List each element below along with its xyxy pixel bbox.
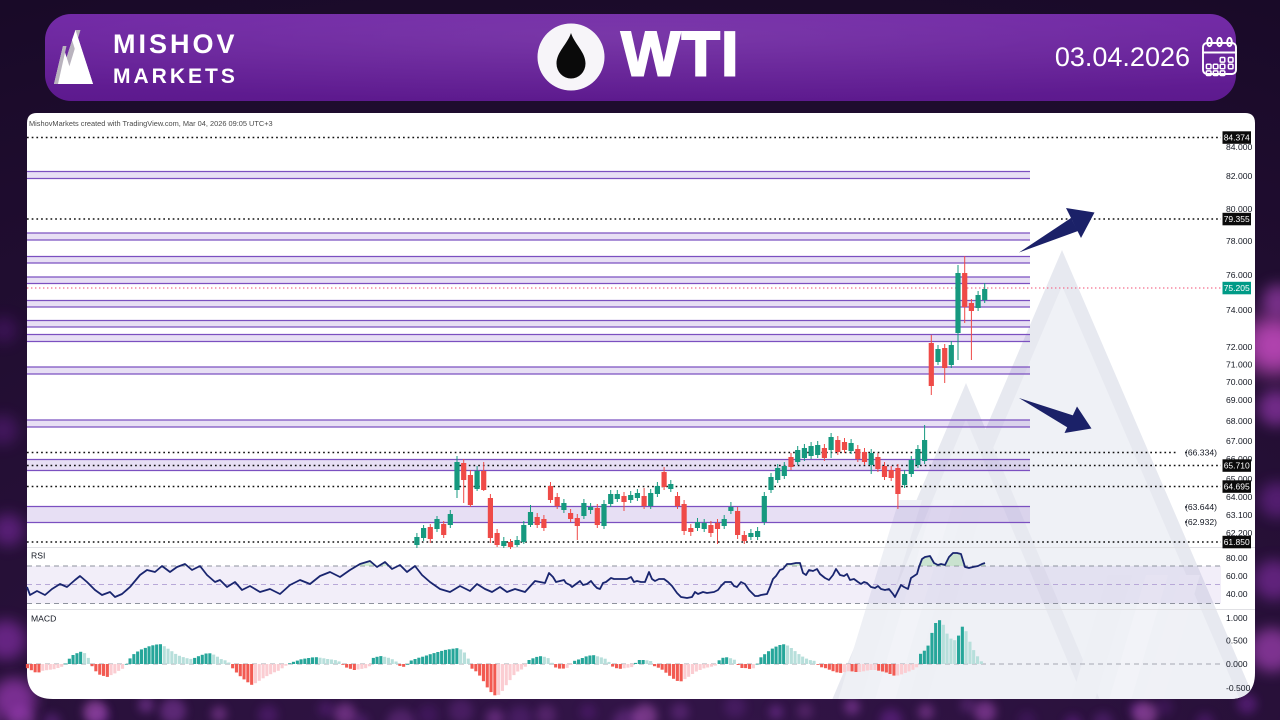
- svg-text:65.710: 65.710: [1224, 461, 1250, 471]
- svg-text:0.500: 0.500: [1226, 636, 1248, 646]
- svg-text:0.000: 0.000: [1226, 659, 1248, 669]
- svg-text:-0.500: -0.500: [1226, 683, 1251, 693]
- svg-text:60.00: 60.00: [1226, 571, 1248, 581]
- svg-text:80.00: 80.00: [1226, 553, 1248, 563]
- svg-text:76.000: 76.000: [1226, 270, 1253, 280]
- svg-text:84.374: 84.374: [1224, 133, 1250, 143]
- svg-text:78.000: 78.000: [1226, 236, 1253, 246]
- svg-text:40.00: 40.00: [1226, 589, 1248, 599]
- svg-text:70.000: 70.000: [1226, 377, 1253, 387]
- svg-text:75.205: 75.205: [1224, 283, 1250, 293]
- svg-text:MACD: MACD: [31, 614, 56, 624]
- svg-text:1.000: 1.000: [1226, 613, 1248, 623]
- svg-text:84.000: 84.000: [1226, 142, 1253, 152]
- svg-text:66.000: 66.000: [1226, 454, 1253, 464]
- svg-text:64.000: 64.000: [1226, 492, 1253, 502]
- svg-text:72.000: 72.000: [1226, 342, 1253, 352]
- svg-text:03.04.2026: 03.04.2026: [1055, 42, 1190, 72]
- svg-text:MARKETS: MARKETS: [113, 65, 238, 88]
- svg-text:65.000: 65.000: [1226, 474, 1253, 484]
- svg-text:MISHOV: MISHOV: [113, 29, 238, 59]
- svg-text:74.000: 74.000: [1226, 305, 1253, 315]
- svg-text:71.000: 71.000: [1226, 360, 1253, 370]
- svg-text:MishovMarkets created with Tra: MishovMarkets created with TradingView.c…: [29, 119, 273, 128]
- svg-text:(63.644): (63.644): [1185, 502, 1217, 512]
- svg-text:WTI: WTI: [621, 20, 739, 90]
- svg-text:(66.334): (66.334): [1185, 448, 1217, 458]
- svg-text:67.000: 67.000: [1226, 436, 1253, 446]
- svg-text:68.000: 68.000: [1226, 416, 1253, 426]
- svg-text:82.000: 82.000: [1226, 171, 1253, 181]
- svg-text:62.200: 62.200: [1226, 528, 1253, 538]
- svg-text:80.000: 80.000: [1226, 204, 1253, 214]
- svg-text:RSI: RSI: [31, 551, 45, 561]
- svg-text:(62.932): (62.932): [1185, 517, 1217, 527]
- svg-text:61.850: 61.850: [1224, 537, 1250, 547]
- svg-text:79.355: 79.355: [1224, 214, 1250, 224]
- svg-text:64.695: 64.695: [1224, 482, 1250, 492]
- svg-text:63.100: 63.100: [1226, 510, 1253, 520]
- svg-text:69.000: 69.000: [1226, 395, 1253, 405]
